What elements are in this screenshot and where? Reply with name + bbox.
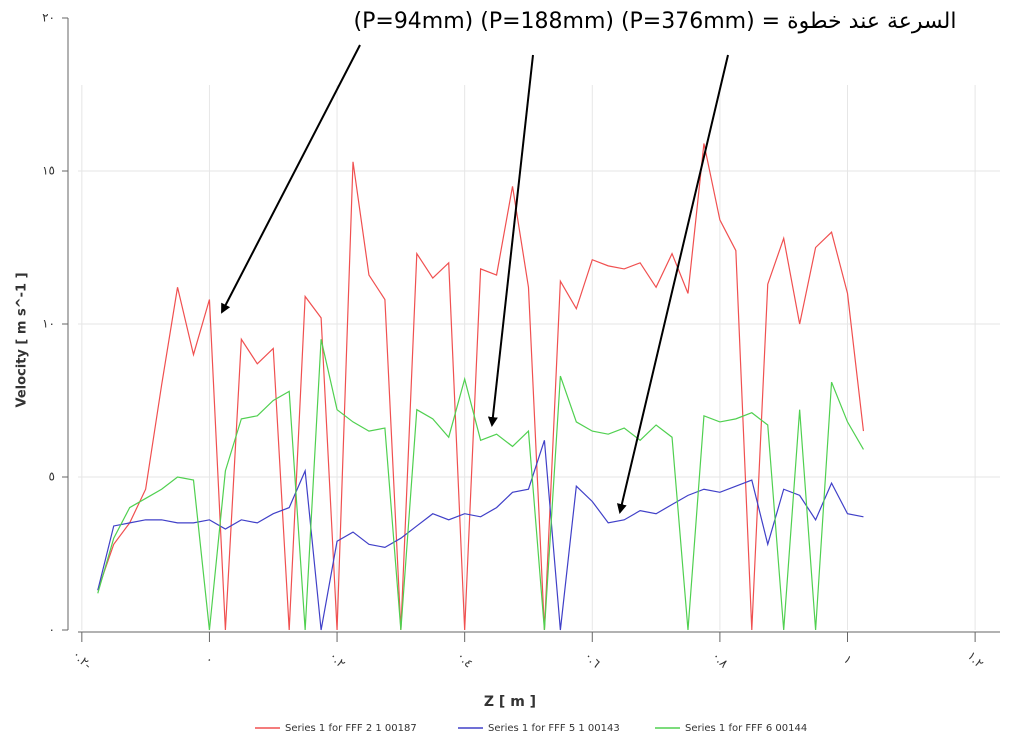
y-axis-title: Velocity [ m s^-1 ] bbox=[15, 272, 30, 407]
legend-label: Series 1 for FFF 6 00144 bbox=[685, 723, 807, 734]
y-tick-label: ٢٠ bbox=[42, 11, 55, 25]
arrow bbox=[221, 44, 361, 314]
arrow bbox=[487, 54, 534, 427]
series-line bbox=[97, 440, 864, 631]
y-tick-label: ١٥ bbox=[42, 164, 55, 178]
arrow bbox=[616, 54, 729, 514]
legend-label: Series 1 for FFF 2 1 00187 bbox=[285, 723, 417, 734]
y-tick-label: ٠ bbox=[49, 623, 55, 637]
x-tick-label: ٠.٦ bbox=[582, 649, 604, 671]
legend-label: Series 1 for FFF 5 1 00143 bbox=[488, 723, 620, 734]
x-axis-title: Z [ m ] bbox=[484, 694, 536, 710]
plot-area: ٠ ٥ ١٠ ١٥ ٢٠ ٠.٢- ٠ ٠.٢ ٠.٤ ٠.٦ ٠.٨ ١ ١.٢ Series 1 fo… bbox=[42, 11, 1000, 734]
x-tick-label: ١ bbox=[841, 652, 855, 666]
x-tick-label: ٠.٢- bbox=[70, 647, 95, 672]
x-tick-label: ٠.٤ bbox=[454, 649, 476, 671]
series-line bbox=[97, 339, 864, 631]
x-tick-label: ٠.٢ bbox=[327, 649, 349, 671]
annotation: (P=94mm) (P=188mm) (P=376mm) = السرعة عن… bbox=[354, 9, 957, 34]
x-tick-label: ٠.٨ bbox=[709, 649, 731, 671]
y-tick-label: ٥ bbox=[49, 470, 55, 484]
x-tick-label: ١.٢ bbox=[965, 649, 987, 671]
y-tick-label: ١٠ bbox=[42, 317, 55, 331]
x-tick-label: ٠ bbox=[203, 652, 217, 666]
series-line bbox=[97, 143, 865, 631]
